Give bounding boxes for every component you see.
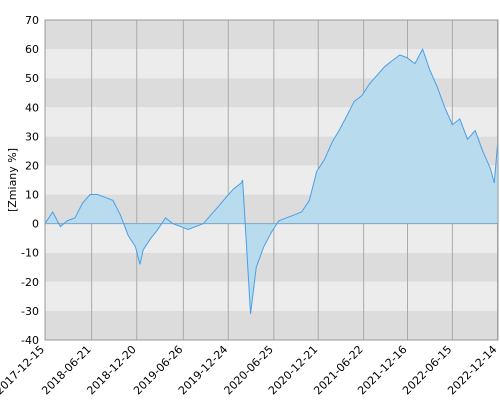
y-tick-label: -40 [21, 334, 39, 347]
y-tick-label: 70 [25, 14, 39, 27]
area [45, 49, 498, 314]
y-tick-label: -10 [21, 247, 39, 260]
plot-border [44, 19, 499, 341]
y-tick-label: -20 [21, 276, 39, 289]
y-tick-label: 0 [32, 218, 39, 231]
y-tick-label: 60 [25, 43, 39, 56]
y-tick-label: 50 [25, 72, 39, 85]
line [44, 47, 498, 314]
grid-band [45, 310, 498, 340]
grid-band [45, 252, 498, 282]
grid-band [45, 20, 498, 50]
y-tick-label: 40 [25, 101, 39, 114]
y-tick-label: 20 [25, 159, 39, 172]
y-axis-label: [Zmiany %] [6, 148, 19, 212]
y-tick-label: 30 [25, 130, 39, 143]
y-tick-label: 10 [25, 189, 39, 202]
y-tick-label: -30 [21, 305, 39, 318]
grid-band [45, 281, 498, 311]
